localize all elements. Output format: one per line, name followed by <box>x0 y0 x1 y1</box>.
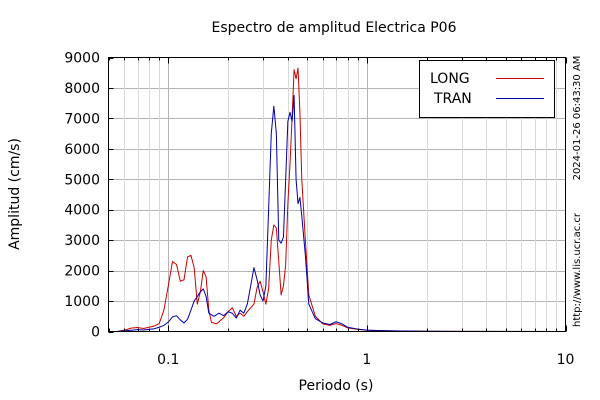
source-url-label: http://www.lis.ucr.ac.cr <box>572 212 583 327</box>
y-tick-label: 0 <box>91 325 100 341</box>
x-tick-label: 1 <box>362 352 371 368</box>
legend: LONG TRAN <box>419 60 555 118</box>
x-axis-label: Periodo (s) <box>299 378 374 394</box>
series-line-long <box>116 67 566 332</box>
y-tick-label: 1000 <box>64 294 100 310</box>
legend-label-tran: TRAN <box>433 91 472 107</box>
series-layer <box>116 67 566 332</box>
y-axis-label: Amplitud (cm/s) <box>7 138 23 250</box>
y-tick-label: 4000 <box>64 203 100 219</box>
x-tick-label: 0.1 <box>157 352 179 368</box>
grid-layer <box>108 57 566 332</box>
y-tick-label: 3000 <box>64 233 100 249</box>
y-tick-label: 5000 <box>64 172 100 188</box>
y-tick-label: 7000 <box>64 111 100 127</box>
legend-label-long: LONG <box>430 71 470 87</box>
tick-layer: 0 1000 2000 3000 4000 5000 6000 7000 8000 9000 0.1… <box>64 51 574 369</box>
chart-title: Espectro de amplitud Electrica P06 <box>212 20 457 36</box>
y-tick-label: 6000 <box>64 142 100 158</box>
legend-box <box>419 60 555 118</box>
y-tick-label: 8000 <box>64 81 100 97</box>
timestamp-label: 2024-01-26 06:43:30 AM <box>572 56 583 181</box>
y-tick-label: 2000 <box>64 264 100 280</box>
x-tick-label: 10 <box>557 352 575 368</box>
series-line-tran <box>116 95 566 332</box>
y-tick-label: 9000 <box>64 51 100 67</box>
